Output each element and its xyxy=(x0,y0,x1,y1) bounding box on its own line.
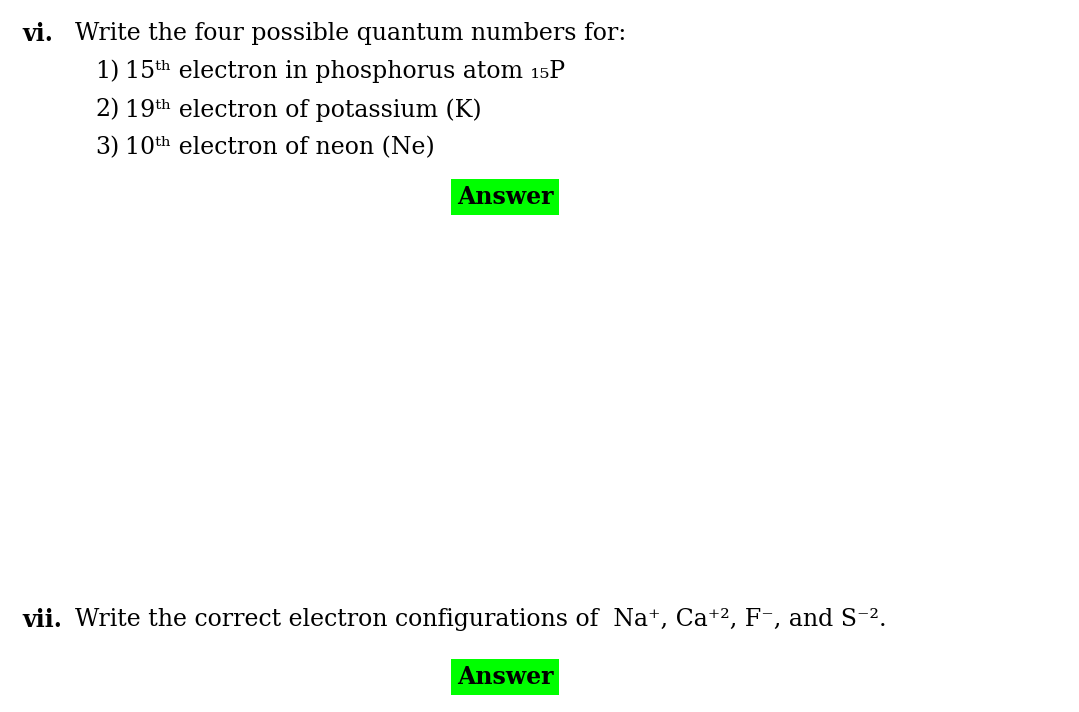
Text: 2): 2) xyxy=(95,98,120,121)
Text: vii.: vii. xyxy=(22,608,62,632)
Text: 10ᵗʰ electron of neon (Ne): 10ᵗʰ electron of neon (Ne) xyxy=(125,136,435,159)
Text: vi.: vi. xyxy=(22,22,53,46)
Text: Write the correct electron configurations of  Na⁺, Ca⁺², F⁻, and S⁻².: Write the correct electron configuration… xyxy=(76,608,887,631)
Text: 1): 1) xyxy=(95,60,120,83)
Text: 19ᵗʰ electron of potassium (K): 19ᵗʰ electron of potassium (K) xyxy=(125,98,481,122)
Text: Write the four possible quantum numbers for:: Write the four possible quantum numbers … xyxy=(76,22,626,45)
Text: Answer: Answer xyxy=(456,665,554,689)
Text: 3): 3) xyxy=(95,136,120,159)
Text: Answer: Answer xyxy=(456,185,554,209)
Text: 15ᵗʰ electron in phosphorus atom ₁₅P: 15ᵗʰ electron in phosphorus atom ₁₅P xyxy=(125,60,565,83)
